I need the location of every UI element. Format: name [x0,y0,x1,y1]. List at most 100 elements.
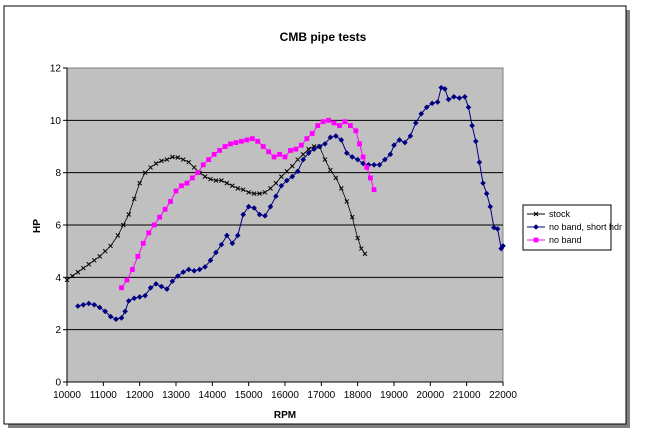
data-point-no-band-short-hdr [294,168,301,175]
data-point-no-band [255,138,261,144]
data-point-no-band-short-hdr [245,203,252,210]
data-point-no-band [371,187,377,193]
data-point-stock [80,265,86,271]
data-point-no-band [228,141,233,147]
data-point-no-band [360,154,366,160]
data-point-no-band [364,165,370,170]
data-point-no-band-short-hdr [180,269,187,275]
data-point-stock [338,186,344,191]
gridlines [67,119,503,331]
data-point-no-band-short-hdr [107,313,114,320]
data-point-no-band [157,214,163,220]
data-point-no-band-short-hdr [147,285,154,291]
data-point-no-band-short-hdr [480,180,486,186]
data-point-no-band-short-hdr [185,266,192,273]
data-point-no-band [124,277,130,283]
x-tick-label: 22000 [489,390,517,401]
data-point-no-band-short-hdr [202,264,208,270]
data-point-stock [64,277,70,283]
data-point-stock [170,154,175,160]
data-point-no-band-short-hdr [278,182,285,189]
x-tick-label: 16000 [271,390,299,401]
series-no-band-short-hdr [75,84,506,322]
data-point-stock [257,191,262,196]
x-tick-label: 20000 [416,390,444,401]
x-tick-label: 21000 [453,390,481,401]
data-point-no-band-short-hdr [500,243,506,249]
data-point-stock [224,180,230,186]
data-point-no-band-short-hdr [354,156,361,163]
data-point-stock [284,169,290,174]
data-point-stock [202,174,208,179]
data-point-no-band [315,123,321,128]
y-axis-title: HP [32,219,43,233]
data-point-no-band [282,154,288,160]
data-point-no-band [353,128,359,134]
data-point-no-band-short-hdr [349,154,356,160]
data-point-no-band [233,140,239,145]
data-point-no-band-short-hdr [469,122,475,129]
x-tick-label: 17000 [307,390,335,401]
data-point-no-band-short-hdr [80,302,87,308]
y-tick-label: 6 [55,221,61,232]
data-point-stock [235,186,241,191]
data-point-no-band-short-hdr [284,177,290,184]
data-point-no-band-short-hdr [196,266,203,273]
data-point-no-band [293,146,299,152]
data-point-no-band-short-hdr [343,150,350,156]
data-point-no-band-short-hdr [86,300,92,307]
y-tick-label: 10 [50,116,62,127]
data-point-no-band [288,148,293,153]
data-point-stock [108,243,113,249]
data-point-stock [159,158,164,164]
data-point-no-band-short-hdr [125,298,132,304]
x-tick-label: 11000 [90,390,118,401]
data-point-no-band-short-hdr [462,93,468,100]
data-point-no-band [211,151,217,157]
data-point-no-band-short-hdr [445,96,452,103]
data-point-no-band-short-hdr [333,133,339,139]
data-point-stock [186,159,192,165]
data-point-no-band-short-hdr [136,294,143,300]
x-tick-label: 19000 [380,390,408,401]
data-point-no-band-short-hdr [164,286,170,292]
data-point-no-band [326,117,331,123]
data-point-no-band [271,154,277,160]
data-point-stock [131,196,137,202]
data-point-no-band-short-hdr [153,281,159,287]
data-point-no-band [222,144,228,149]
data-point-no-band-short-hdr [142,292,148,299]
legend-label: stock [549,209,571,219]
y-tick-label: 8 [55,168,61,179]
data-point-no-band [173,188,179,194]
data-point-stock [279,174,284,179]
legend: stock no band, short hdr no band [522,204,622,251]
data-point-no-band [206,157,212,162]
data-point-stock [142,170,148,176]
data-point-stock [137,180,143,186]
data-point-no-band-short-hdr [407,133,414,139]
data-point-no-band [309,131,315,136]
legend-label: no band [549,235,582,245]
data-point-no-band-short-hdr [442,86,448,92]
data-point-no-band [266,149,272,155]
data-point-stock [328,167,333,173]
data-point-no-band-short-hdr [391,142,397,148]
data-point-no-band-short-hdr [396,137,403,143]
legend-label: no band, short hdr [549,222,622,232]
data-point-stock [251,191,257,196]
data-point-stock [164,157,170,162]
data-point-stock [355,235,361,241]
data-point-no-band [189,175,195,181]
data-point-no-band-short-hdr [382,156,388,163]
data-point-stock [191,165,197,170]
data-point-no-band [146,230,152,236]
data-point-no-band-short-hdr [240,211,247,218]
data-point-no-band [135,254,141,259]
data-point-no-band [337,123,342,128]
data-point-no-band-short-hdr [251,205,257,211]
data-point-no-band-short-hdr [118,315,125,321]
data-point-no-band-short-hdr [300,156,306,163]
data-point-no-band [348,123,353,128]
data-point-stock [358,246,364,251]
